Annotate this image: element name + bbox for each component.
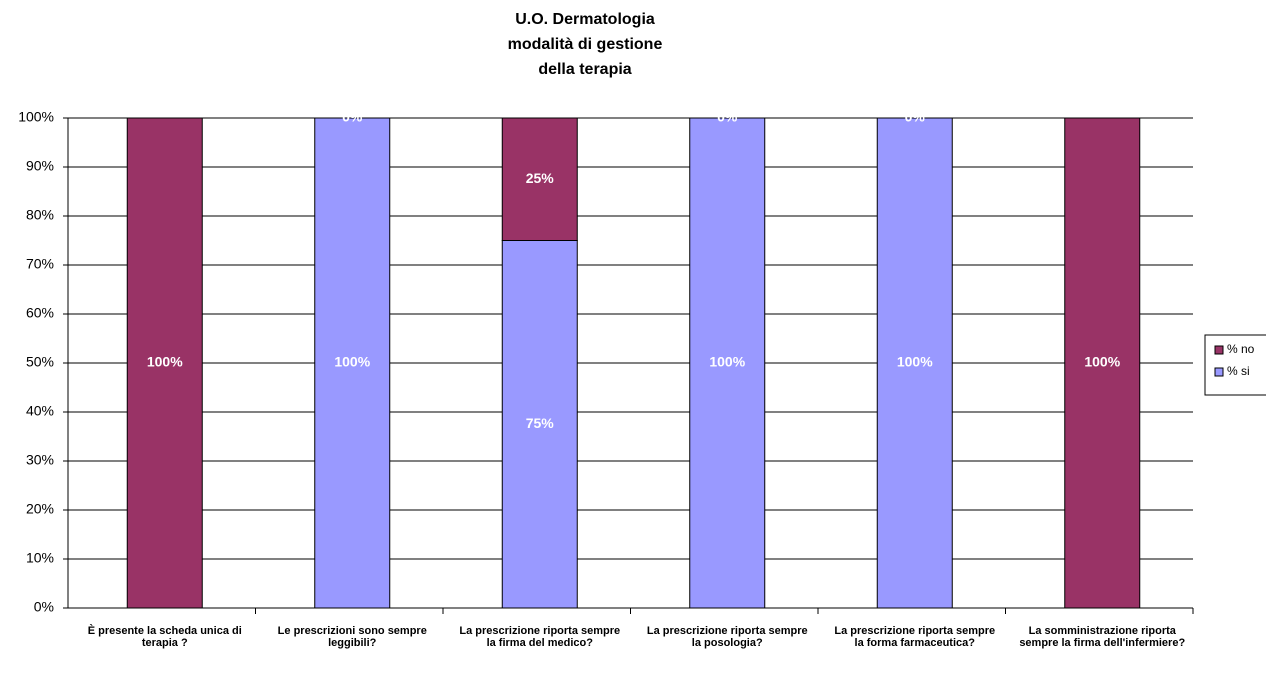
y-tick-label: 100%: [18, 109, 54, 125]
chart-title: U.O. Dermatologia: [515, 11, 655, 28]
x-tick-label: La prescrizione riporta sempre la forma …: [834, 625, 996, 649]
bar-segment: [501, 240, 578, 609]
legend-swatch: [1214, 367, 1224, 377]
bar-segment: [1064, 117, 1141, 609]
data-label: 100%: [897, 354, 933, 370]
legend-swatch: [1214, 345, 1224, 355]
data-label: 0%: [905, 109, 926, 125]
data-label: 0%: [342, 109, 363, 125]
y-tick-label: 30%: [26, 452, 54, 468]
data-label: 25%: [526, 170, 555, 186]
bar-segment: [314, 117, 391, 609]
legend-label: % no: [1227, 342, 1255, 356]
y-tick-label: 70%: [26, 256, 54, 272]
y-tick-label: 10%: [26, 550, 54, 566]
legend-box: [1204, 334, 1266, 396]
x-tick-label: La prescrizione riporta sempre la firma …: [459, 625, 621, 649]
y-tick-label: 90%: [26, 158, 54, 174]
bar-segment: [689, 117, 766, 609]
x-tick-label: La somministrazione riporta sempre la fi…: [1019, 625, 1186, 649]
y-tick-label: 60%: [26, 305, 54, 321]
chart-title: modalità di gestione: [508, 36, 663, 53]
y-tick-label: 20%: [26, 501, 54, 517]
x-tick-label: La prescrizione riporta sempre la posolo…: [646, 625, 808, 649]
data-label: 100%: [147, 354, 183, 370]
data-label: 100%: [334, 354, 370, 370]
data-label: 100%: [709, 354, 745, 370]
x-tick-label: È presente la scheda unica di terapia ?: [87, 625, 242, 649]
bar-segment: [501, 117, 578, 241]
data-label: 0%: [717, 109, 738, 125]
data-label: 100%: [1084, 354, 1120, 370]
bar-segment: [876, 117, 953, 609]
y-tick-label: 50%: [26, 354, 54, 370]
bar-segment: [126, 117, 203, 609]
y-tick-label: 0%: [34, 599, 54, 615]
chart-title: della terapia: [538, 61, 631, 78]
data-label: 75%: [526, 415, 555, 431]
legend-label: % si: [1227, 364, 1250, 378]
y-tick-label: 40%: [26, 403, 54, 419]
x-tick-label: Le prescrizioni sono sempre leggibili?: [277, 625, 427, 649]
y-tick-label: 80%: [26, 207, 54, 223]
